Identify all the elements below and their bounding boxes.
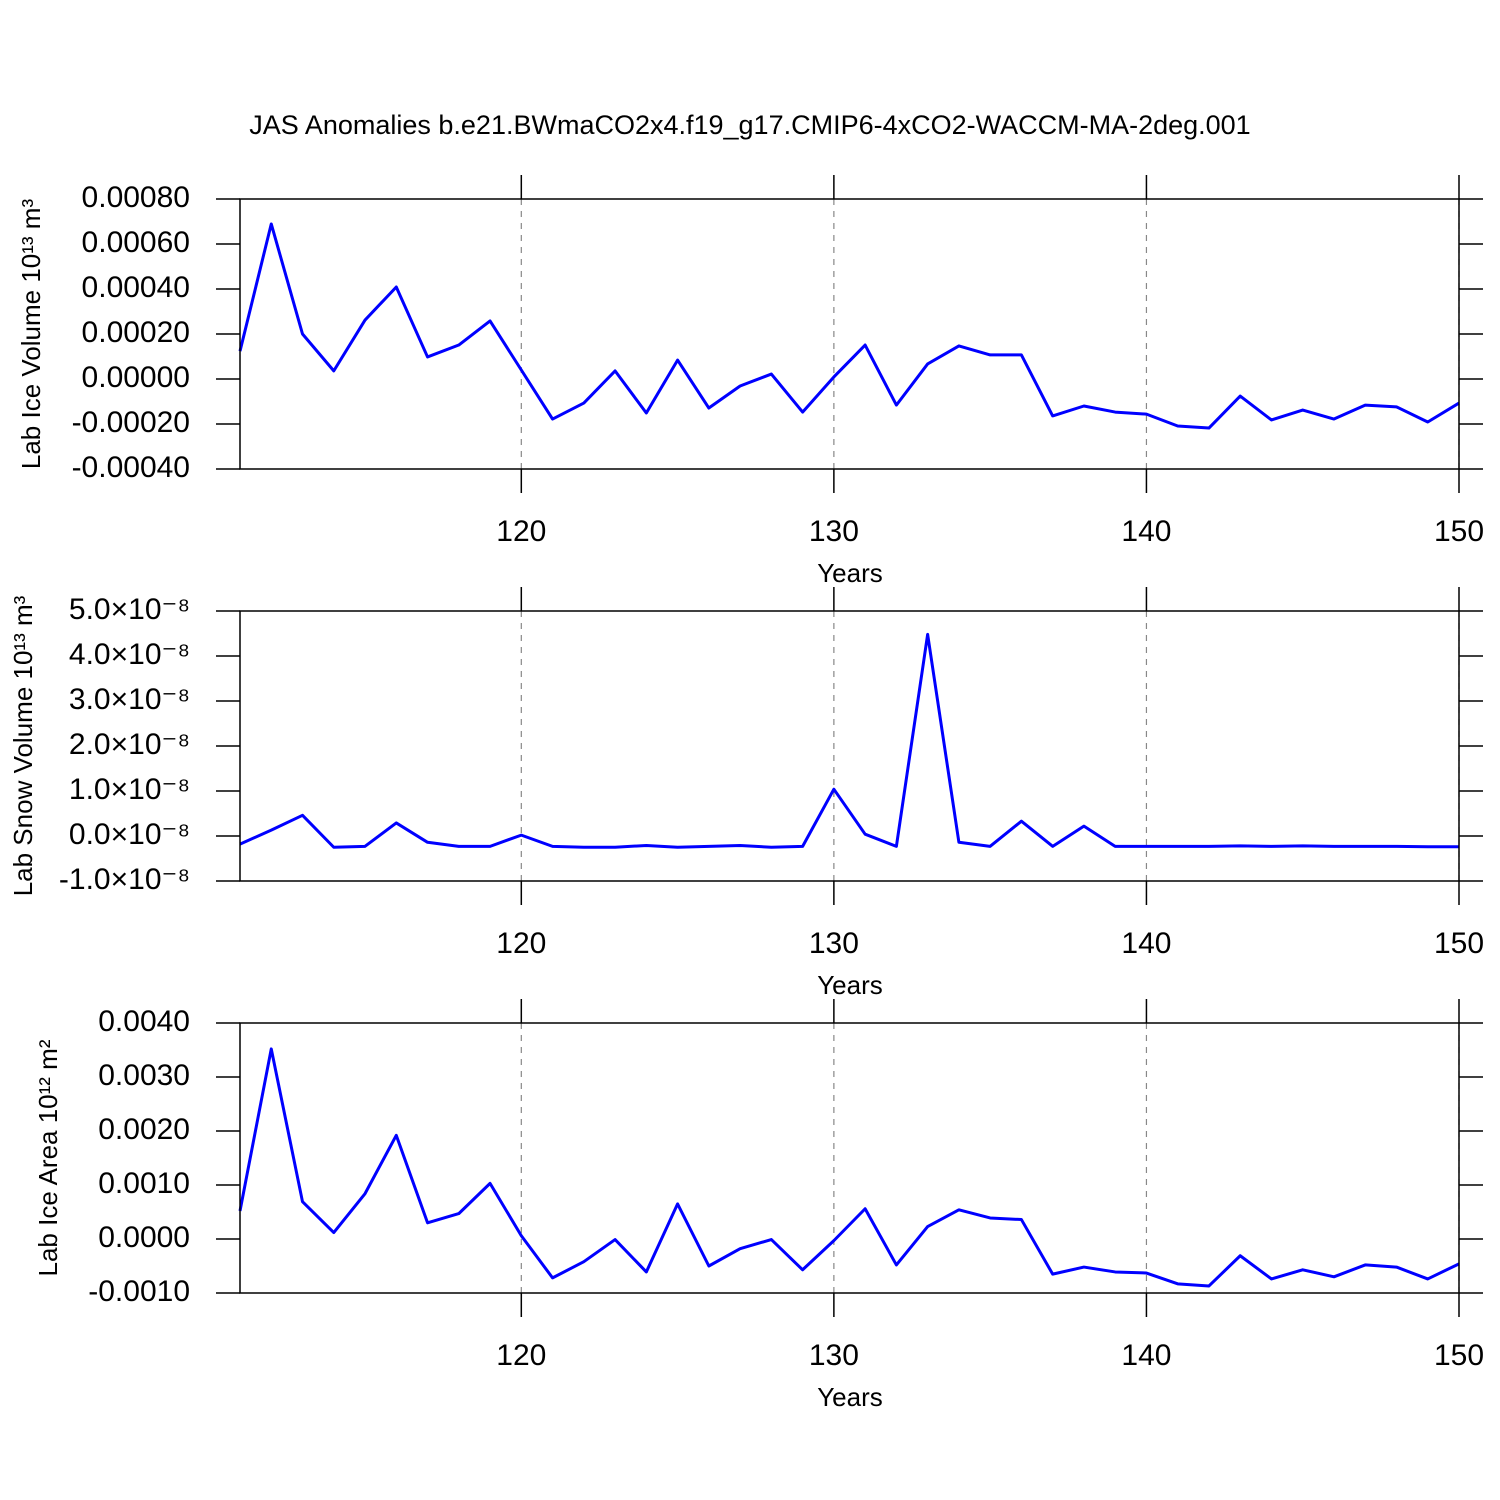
x-tick-label: 130 [809,927,859,960]
data-line [238,222,1460,430]
y-tick-label: 0.0030 [98,1059,190,1092]
y-tick-label: -0.0010 [88,1275,190,1308]
y-tick-label: 4.0×10⁻⁸ [69,638,190,671]
y-tick-label: 0.00080 [82,181,190,214]
panel: 120 130 140 150 -1.0×10⁻⁸ 0.0×10⁻⁸ 1.0×10⁻⁸ 2.0… [8,587,1484,1000]
y-tick-label: 0.0×10⁻⁸ [69,818,190,851]
y-tick-label: 0.00060 [82,226,190,259]
x-tick-label: 150 [1434,927,1484,960]
figure-title: JAS Anomalies b.e21.BWmaCO2x4.f19_g17.CM… [249,110,1250,140]
y-axis-label: Lab Ice Volume 10¹³ m³ [16,199,46,470]
x-axis-label: Years [817,558,883,588]
x-axis-label: Years [817,1382,883,1412]
y-tick-label: -0.00020 [72,406,190,439]
y-tick-label: 0.00000 [82,361,190,394]
x-tick-label: 150 [1434,515,1484,548]
x-tick-label: 140 [1121,927,1171,960]
plot-frame [239,198,1460,470]
y-tick-label: -1.0×10⁻⁸ [59,863,190,896]
x-tick-label: 120 [496,515,546,548]
x-tick-label: 140 [1121,1339,1171,1372]
y-tick-label: 2.0×10⁻⁸ [69,728,190,761]
y-tick-label: 3.0×10⁻⁸ [69,683,190,716]
data-line [238,1047,1460,1288]
x-tick-label: 150 [1434,1339,1484,1372]
x-axis-label: Years [817,970,883,1000]
y-axis-label: Lab Snow Volume 10¹³ m³ [8,595,38,896]
y-tick-label: 0.0010 [98,1167,190,1200]
data-line [239,632,1459,849]
y-tick-label: 0.0040 [98,1005,190,1038]
plot-frame [239,610,1460,882]
x-tick-label: 120 [496,927,546,960]
plot-frame [239,1022,1460,1294]
y-tick-label: -0.00040 [72,451,190,484]
x-tick-label: 130 [809,1339,859,1372]
x-tick-label: 120 [496,1339,546,1372]
x-tick-label: 140 [1121,515,1171,548]
y-tick-label: 0.0020 [98,1113,190,1146]
panel: 120 130 140 150 -0.00040 -0.00020 0.00000 0.000… [16,175,1484,588]
y-tick-label: 0.00040 [82,271,190,304]
y-tick-label: 0.00020 [82,316,190,349]
x-tick-label: 130 [809,515,859,548]
y-tick-label: 1.0×10⁻⁸ [69,773,190,806]
panel: 120 130 140 150 -0.0010 0.0000 0.0010 0.0020 0.0… [33,999,1484,1412]
y-axis-label: Lab Ice Area 10¹² m² [33,1039,63,1276]
y-tick-label: 0.0000 [98,1221,190,1254]
y-tick-label: 5.0×10⁻⁸ [69,593,190,626]
